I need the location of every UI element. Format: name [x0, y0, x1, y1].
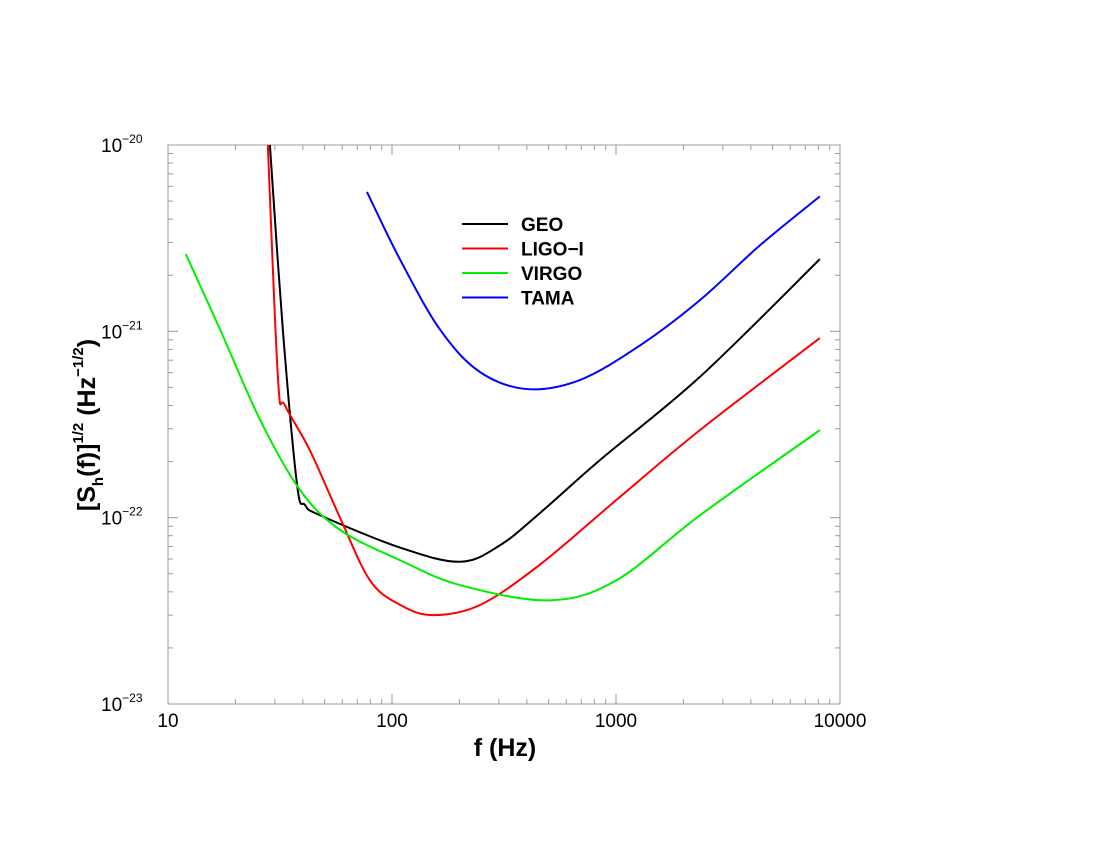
series-lines	[184, 144, 821, 617]
x-tick-label: 100	[376, 711, 408, 732]
y-tick-label: 10−20	[101, 132, 143, 157]
x-tick-label: 1000	[595, 711, 637, 732]
y-tick-label: 10−23	[101, 691, 143, 716]
legend-label: VIRGO	[521, 264, 582, 285]
plot-frame	[167, 144, 841, 705]
y-tick-label: 10−21	[101, 318, 143, 343]
x-axis-label: f (Hz)	[474, 734, 536, 762]
x-tick-label: 10	[157, 711, 178, 732]
y-axis-label: [Sh(f)]1/2 (Hz−1/2)	[70, 339, 107, 511]
tick-labels: 10 100 1000 10000 10−20 10−21 10−22 10−23	[101, 132, 866, 732]
legend-label: LIGO−I	[521, 240, 584, 261]
legend: GEO LIGO−I VIRGO TAMA	[462, 215, 584, 310]
y-tick-label: 10−22	[101, 505, 143, 530]
series-line-geo	[268, 144, 821, 563]
series-line-tama	[366, 191, 821, 391]
legend-label: TAMA	[521, 289, 575, 310]
legend-label: GEO	[521, 215, 563, 236]
series-line-ligoi	[266, 144, 821, 617]
series-line-virgo	[184, 253, 821, 602]
axis-ticks	[168, 145, 840, 704]
x-tick-label: 10000	[814, 711, 867, 732]
